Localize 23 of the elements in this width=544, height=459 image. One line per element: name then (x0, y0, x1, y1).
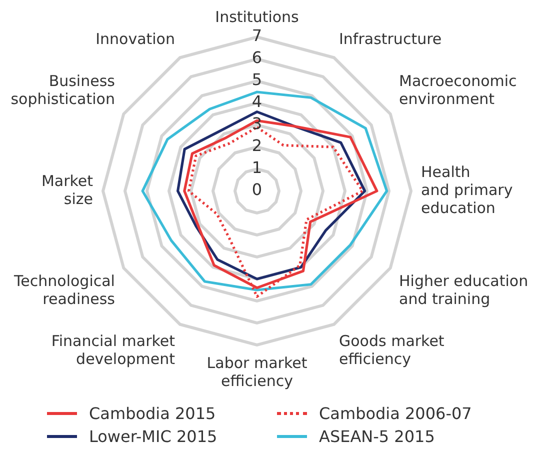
legend-label: Cambodia 2006-07 (319, 404, 472, 423)
y-tick-label: 6 (252, 48, 262, 68)
y-tick-label: 0 (252, 180, 262, 200)
spoke-label: Goods market efficiency (339, 332, 444, 368)
y-tick-label: 7 (252, 26, 262, 46)
spoke-label: Innovation (96, 30, 175, 48)
spoke-label: Infrastructure (339, 30, 442, 48)
y-tick-label: 2 (252, 136, 262, 156)
spoke-label: Market size (41, 172, 94, 208)
y-tick-label: 4 (252, 92, 262, 112)
y-tick-label: 5 (252, 70, 262, 90)
spoke-label: Labor market efficiency (206, 354, 308, 390)
legend-label: Lower-MIC 2015 (89, 427, 218, 446)
spoke-label: Higher education and training (399, 272, 528, 308)
legend-label: Cambodia 2015 (89, 404, 216, 423)
legend-label: ASEAN-5 2015 (319, 427, 435, 446)
spoke-label: Technological readiness (13, 272, 116, 308)
y-tick-label: 1 (252, 158, 262, 178)
spoke-label: Institutions (215, 8, 300, 26)
spoke-label: Business sophistication (10, 72, 116, 108)
spoke-label: Financial market development (51, 332, 176, 368)
spoke-label: Health and primary education (421, 162, 513, 217)
spoke-label: Macroeconomic environment (399, 72, 517, 108)
